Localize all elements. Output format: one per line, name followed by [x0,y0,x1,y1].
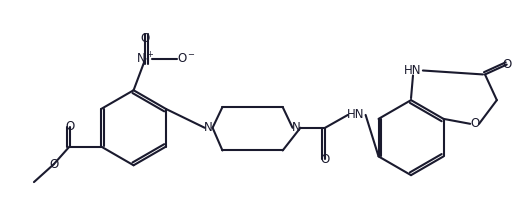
Text: O$^-$: O$^-$ [177,52,196,65]
Text: O: O [65,120,74,133]
Text: O: O [471,117,480,130]
Text: O: O [141,32,150,45]
Text: HN: HN [404,64,422,77]
Text: N: N [204,121,213,134]
Text: O: O [320,153,330,166]
Text: N$^+$: N$^+$ [136,51,154,66]
Text: O: O [49,158,58,171]
Text: HN: HN [347,108,365,121]
Text: O: O [502,58,511,71]
Text: N: N [292,121,301,134]
